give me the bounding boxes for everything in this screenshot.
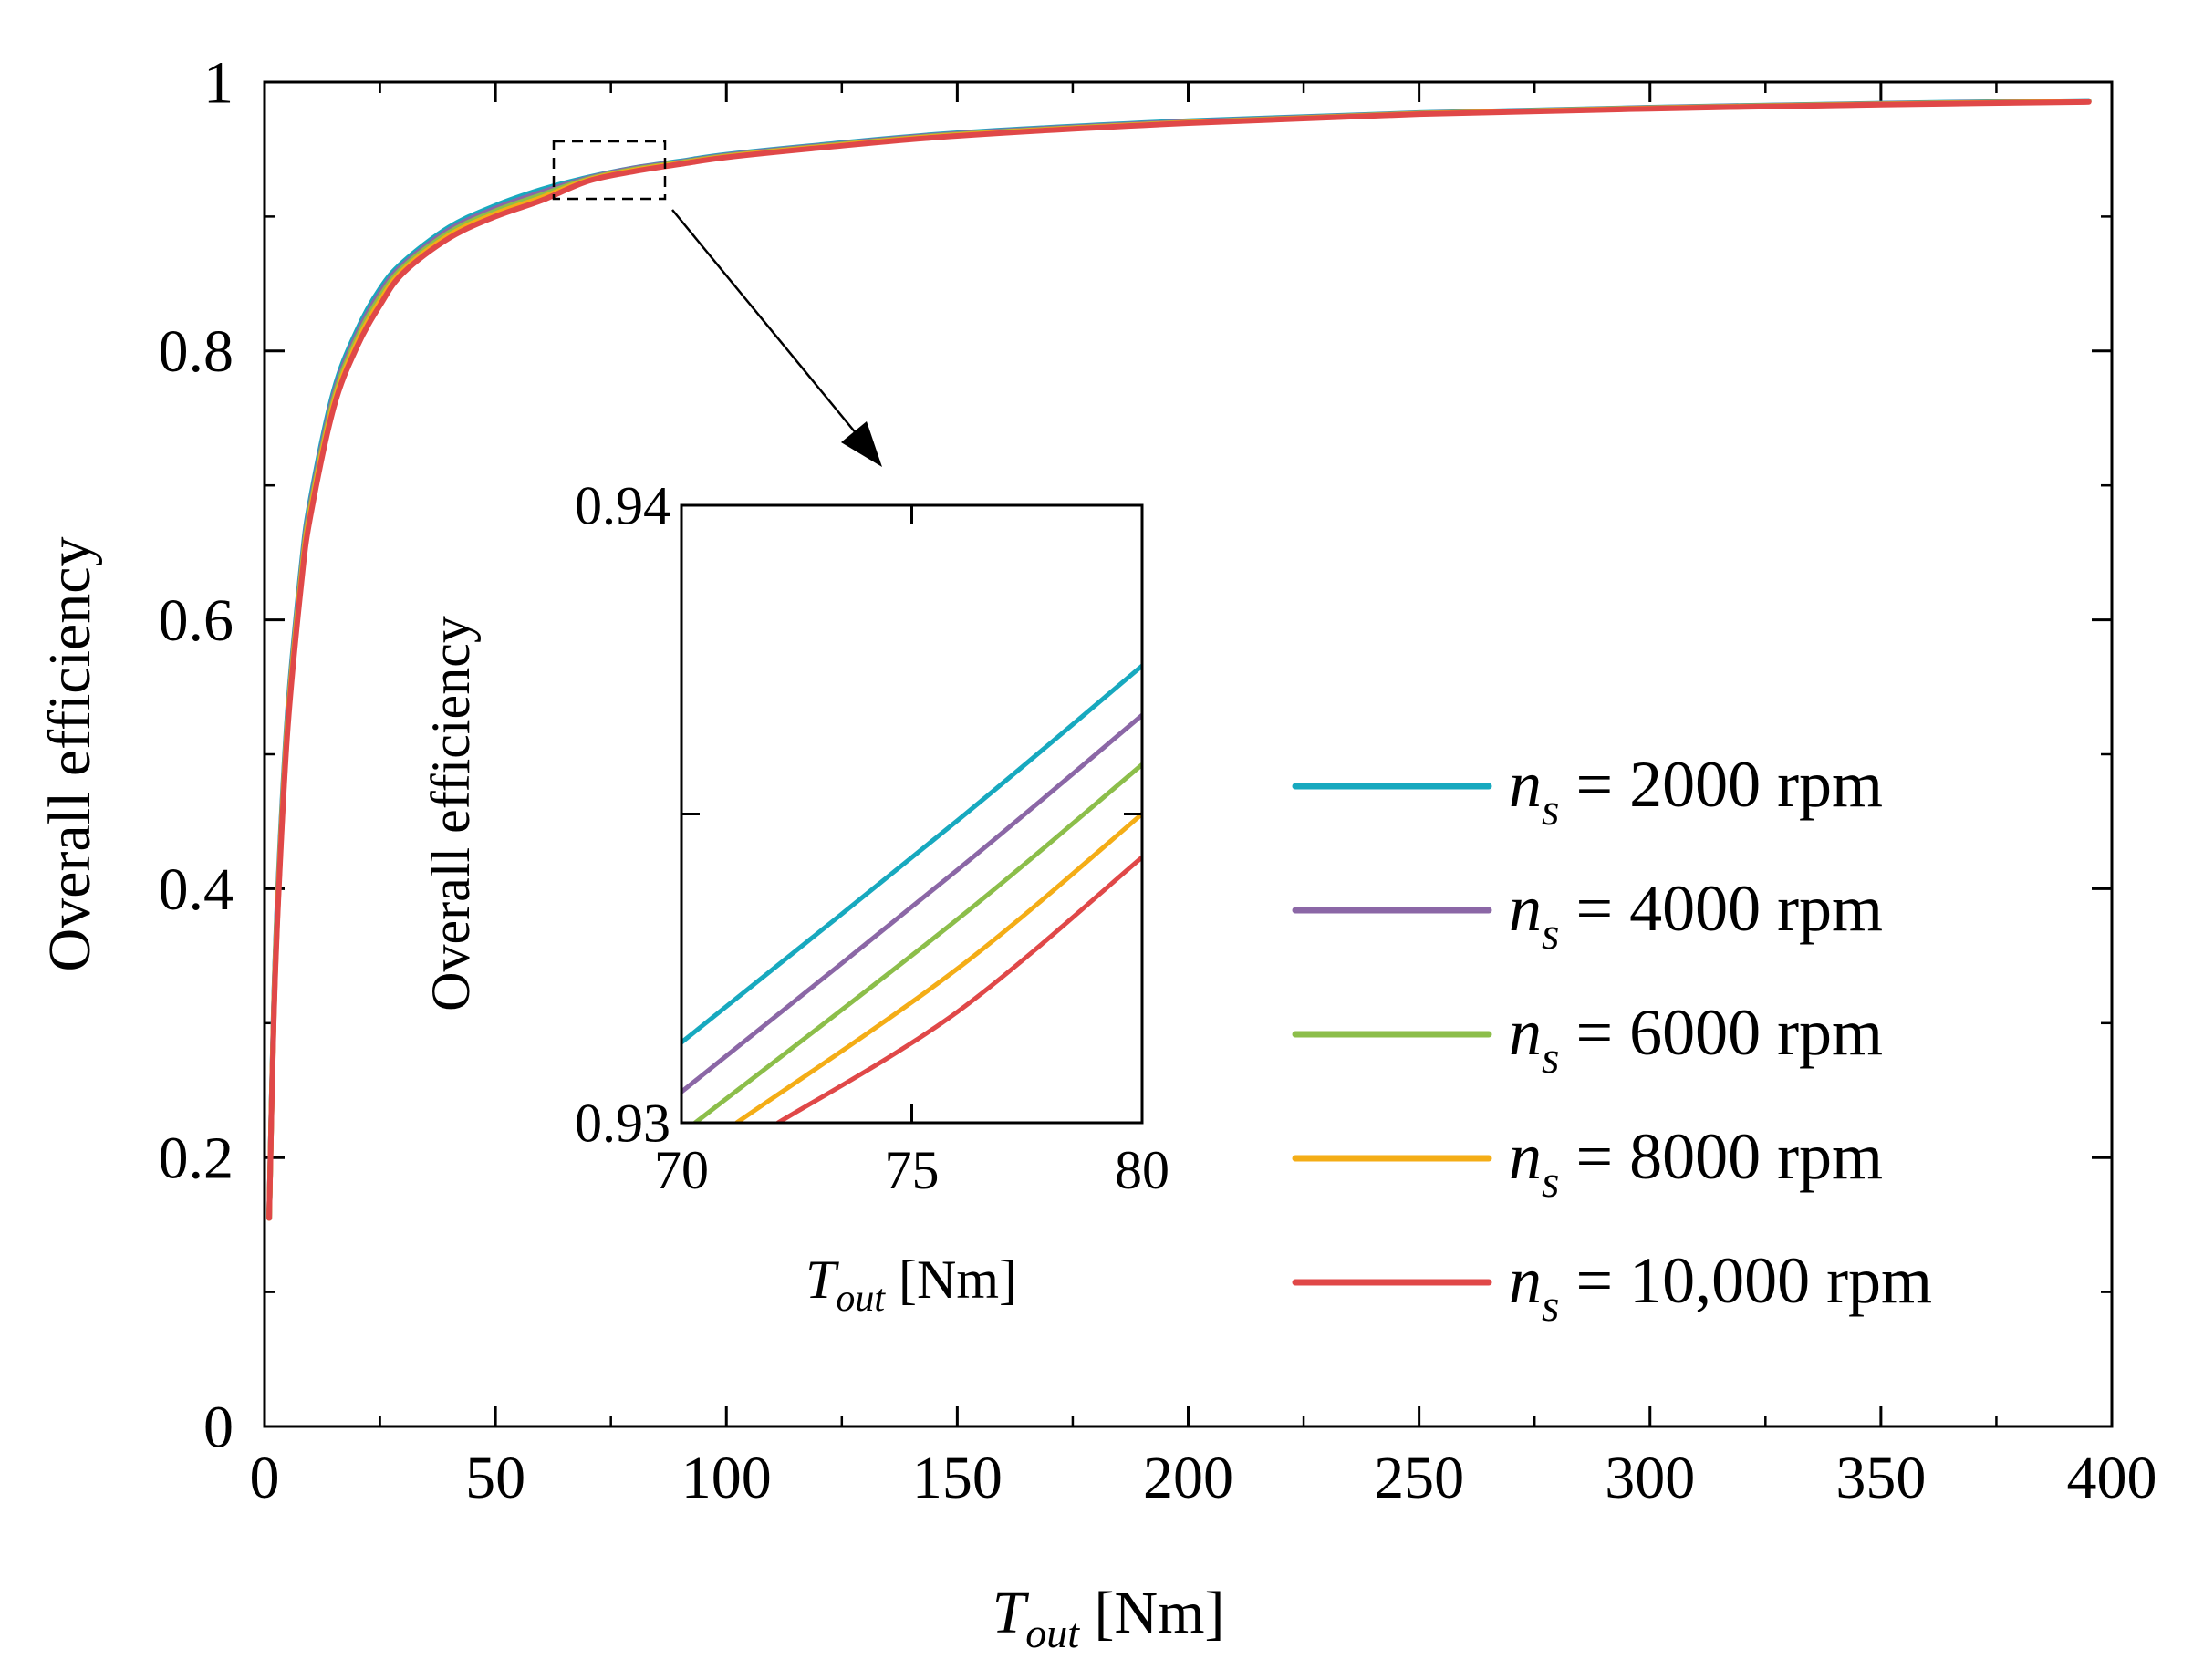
main-y-tick-label: 0.2: [159, 1125, 234, 1192]
legend-label-sub: s: [1542, 1032, 1559, 1083]
main-y-tick-label: 0.6: [159, 587, 234, 654]
legend-label-var: n: [1509, 1244, 1542, 1317]
inset-tick-labels: 70 75 80 0.93 0.94: [575, 475, 1169, 1200]
main-x-tick-label: 400: [2067, 1445, 2157, 1511]
main-y-tick-label: 0.8: [159, 318, 234, 385]
inset-series-group: [681, 663, 1142, 1123]
legend-label-4: ns = 10,000 rpm: [1509, 1244, 1932, 1331]
main-y-tick-label: 1: [203, 49, 234, 116]
legend-label-rest: = 4000 rpm: [1559, 872, 1883, 945]
inset-x-axis-unit: [Nm]: [885, 1250, 1017, 1310]
main-x-axis-sub: out: [1025, 1610, 1080, 1656]
zoom-region-box: [552, 140, 667, 201]
main-series-group: [266, 98, 2092, 1221]
legend-label-1: ns = 4000 rpm: [1509, 872, 1883, 959]
legend-label-rest: = 2000 rpm: [1559, 748, 1883, 821]
legend-label-sub: s: [1542, 783, 1559, 835]
zoom-arrow: [671, 209, 862, 441]
main-x-tick-label: 100: [681, 1445, 772, 1511]
legend-label-rest: = 8000 rpm: [1559, 1120, 1883, 1193]
inset-series-line-1: [681, 712, 1142, 1094]
legend-label-sub: s: [1542, 907, 1559, 959]
legend-label-2: ns = 6000 rpm: [1509, 996, 1883, 1083]
inset-x-axis-label: Tout [Nm]: [805, 1250, 1017, 1320]
main-y-tick-label: 0: [203, 1394, 234, 1460]
inset-series-line-4: [775, 855, 1142, 1123]
legend-label-0: ns = 2000 rpm: [1509, 748, 1883, 835]
main-x-tick-label: 350: [1835, 1445, 1926, 1511]
legend-label-sub: s: [1542, 1280, 1559, 1331]
legend-label-var: n: [1509, 748, 1542, 821]
legend-label-sub: s: [1542, 1156, 1559, 1207]
inset-x-tick-label: 80: [1115, 1140, 1169, 1200]
main-x-tick-label: 200: [1143, 1445, 1233, 1511]
inset-series-line-3: [734, 812, 1142, 1123]
main-y-axis-label: Overall efficiency: [36, 536, 103, 971]
legend-label-rest: = 10,000 rpm: [1559, 1244, 1932, 1317]
main-x-tick-label: 50: [465, 1445, 525, 1511]
inset-y-axis-label: Overall efficiency: [421, 616, 481, 1011]
main-x-axis-var: T: [993, 1580, 1030, 1646]
inset-x-tick-label: 75: [885, 1140, 940, 1200]
main-x-tick-label: 0: [250, 1445, 280, 1511]
legend-label-3: ns = 8000 rpm: [1509, 1120, 1883, 1207]
zoom-arrow-head: [841, 421, 882, 467]
inset-y-tick-label: 0.93: [575, 1093, 670, 1153]
legend-label-rest: = 6000 rpm: [1559, 996, 1883, 1069]
main-x-axis-unit: [Nm]: [1079, 1580, 1224, 1646]
main-x-tick-label: 250: [1374, 1445, 1464, 1511]
inset-y-tick-label: 0.94: [575, 475, 670, 535]
inset-series-line-2: [692, 762, 1142, 1123]
legend-label-var: n: [1509, 872, 1542, 945]
inset-ticks: [680, 503, 1144, 1125]
main-y-tick-label: 0.4: [159, 856, 234, 923]
legend-label-var: n: [1509, 1120, 1542, 1193]
main-x-axis-label: Tout [Nm]: [993, 1580, 1225, 1656]
inset-x-tick-label: 70: [654, 1140, 709, 1200]
main-series-line-4: [266, 99, 2092, 1221]
main-plot-frame: [263, 80, 2114, 1428]
main-x-tick-label: 300: [1605, 1445, 1695, 1511]
legend-label-var: n: [1509, 996, 1542, 1069]
inset-plot-frame: [680, 503, 1144, 1125]
inset-x-axis-var: T: [805, 1250, 839, 1310]
main-x-tick-label: 150: [912, 1445, 1003, 1511]
inset-series-line-0: [681, 663, 1142, 1045]
main-tick-labels: 0 50 100 150 200 250 300 350 400 0 0.2 0.4 0.6 0.8 1: [159, 49, 2157, 1511]
inset-x-axis-sub: out: [836, 1278, 886, 1320]
